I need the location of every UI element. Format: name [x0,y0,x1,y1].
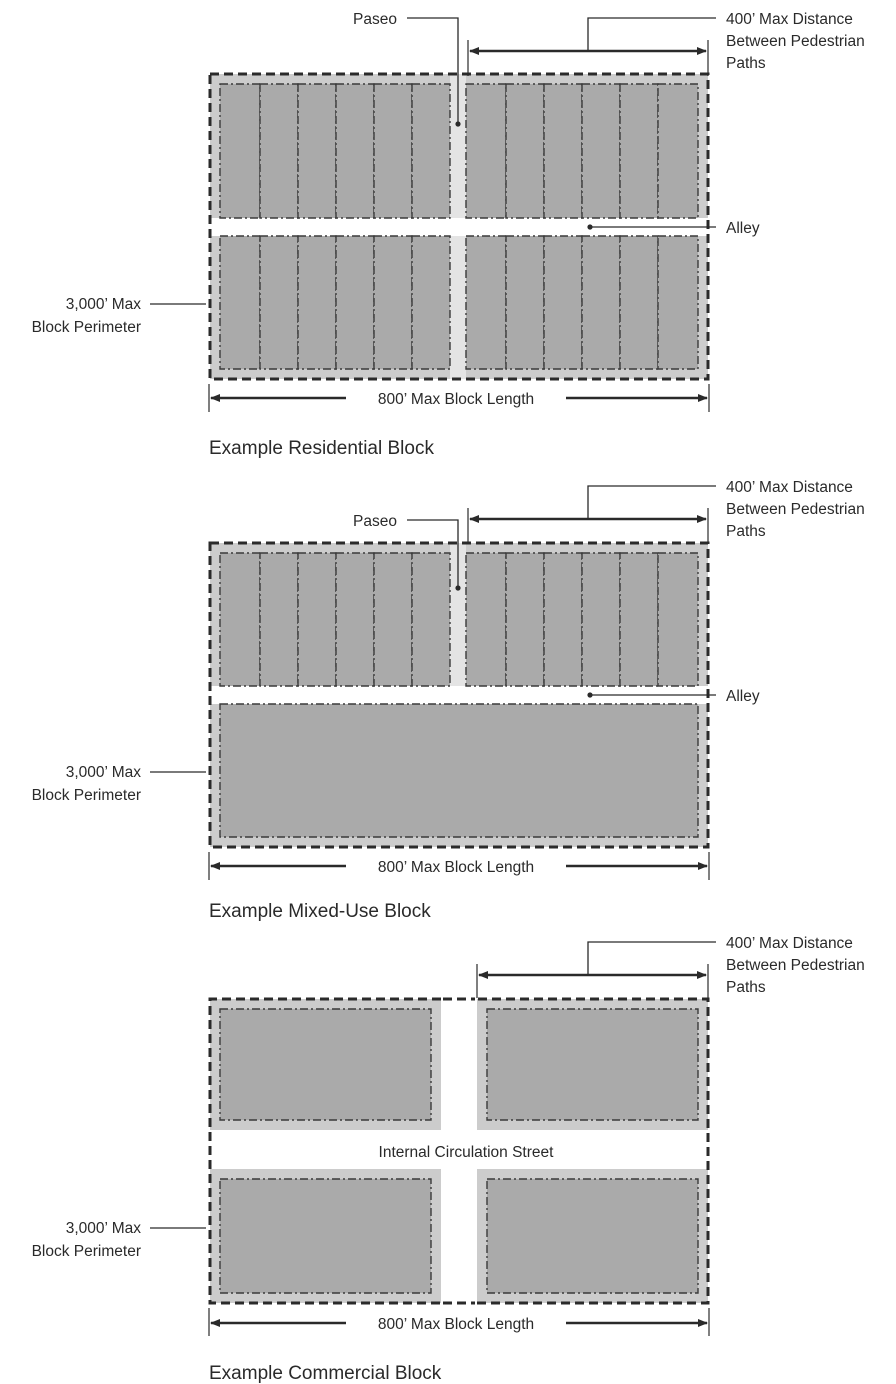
lot [297,83,337,219]
residential-paseo-lower [450,236,466,379]
residential-block-figure: Paseo 400’ Max Distance Between Pedestri… [32,11,865,459]
commercial-parcel [219,1008,432,1121]
lot [581,552,621,687]
mixed-use-lots [219,552,699,838]
commercial-distance-leader [587,941,716,975]
residential-length-label: 800’ Max Block Length [378,391,534,408]
lot [259,83,299,219]
commercial-caption: Example Commercial Block [209,1363,442,1384]
lot [335,83,375,219]
lot [465,552,507,687]
mixed-use-paseo [450,543,466,686]
commercial-distance-label-2: Between Pedestrian [726,957,865,974]
commercial-distance-label-1: 400’ Max Distance [726,935,853,952]
lot [373,235,413,370]
lot [259,552,299,687]
commercial-block-perimeter [208,997,710,1305]
residential-paseo-dot [455,121,461,127]
residential-paseo [450,74,466,218]
residential-lots [219,83,699,370]
lot [219,552,261,687]
commercial-perimeter-label-2: Block Perimeter [32,1243,141,1260]
lot [543,83,583,219]
lot [465,235,507,370]
lot [219,83,261,219]
residential-perimeter-label-2: Block Perimeter [32,319,141,336]
mixed-use-paseo-leader [407,519,459,588]
mixed-use-length-label: 800’ Max Block Length [378,859,534,876]
lot [505,552,545,687]
lot [505,235,545,370]
mixed-use-distance-label-1: 400’ Max Distance [726,479,853,496]
lot [335,235,375,370]
lot [411,552,451,687]
mixed-use-perimeter-label-1: 3,000’ Max [66,764,141,781]
lot [581,83,621,219]
mixed-use-distance-label-2: Between Pedestrian [726,501,865,518]
lot [219,235,261,370]
mixed-use-block-figure: Paseo 400’ Max Distance Between Pedestri… [32,479,865,922]
lot [657,83,699,219]
residential-distance-leader [587,17,716,51]
lot [619,235,659,370]
lot [465,83,507,219]
lot [297,235,337,370]
lot [335,552,375,687]
mixed-use-distance-label-3: Paths [726,523,766,540]
commercial-distance-label-3: Paths [726,979,766,996]
residential-distance-label-2: Between Pedestrian [726,33,865,50]
commercial-length-label: 800’ Max Block Length [378,1316,534,1333]
lot [657,235,699,370]
lot [259,235,299,370]
mixed-use-alley-label: Alley [726,688,760,705]
commercial-block-figure: Internal Circulation Street 400’ Max Dis… [32,935,865,1384]
residential-distance-label-3: Paths [726,55,766,72]
mixed-use-distance-leader [587,485,716,519]
residential-alley-dot [587,224,593,230]
commercial-parcel [486,1008,699,1121]
mixed-use-alley-dot [587,692,593,698]
commercial-parcels [219,1008,699,1294]
mixed-use-caption: Example Mixed-Use Block [209,901,431,922]
mixed-use-perimeter-label-2: Block Perimeter [32,787,141,804]
lot [543,235,583,370]
mixed-use-paseo-dot [455,585,461,591]
mixed-use-large-parcel [219,703,699,838]
residential-distance-label-1: 400’ Max Distance [726,11,853,28]
lot [619,552,659,687]
lot [505,83,545,219]
lot [619,83,659,219]
mixed-use-alley [208,687,710,703]
commercial-street-label: Internal Circulation Street [379,1144,555,1161]
commercial-perimeter-label-1: 3,000’ Max [66,1220,141,1237]
lot [411,83,451,219]
residential-caption: Example Residential Block [209,438,434,459]
mixed-use-paseo-label: Paseo [353,513,397,530]
commercial-parcel [486,1178,699,1294]
residential-perimeter-label-1: 3,000’ Max [66,296,141,313]
lot [543,552,583,687]
residential-paseo-label: Paseo [353,11,397,28]
commercial-parcel [219,1178,432,1294]
lot [411,235,451,370]
residential-paseo-leader [407,17,459,124]
lot [373,552,413,687]
lot [581,235,621,370]
residential-alley-label: Alley [726,220,760,237]
lot [373,83,413,219]
lot [297,552,337,687]
residential-alley [208,219,710,235]
lot [657,552,699,687]
